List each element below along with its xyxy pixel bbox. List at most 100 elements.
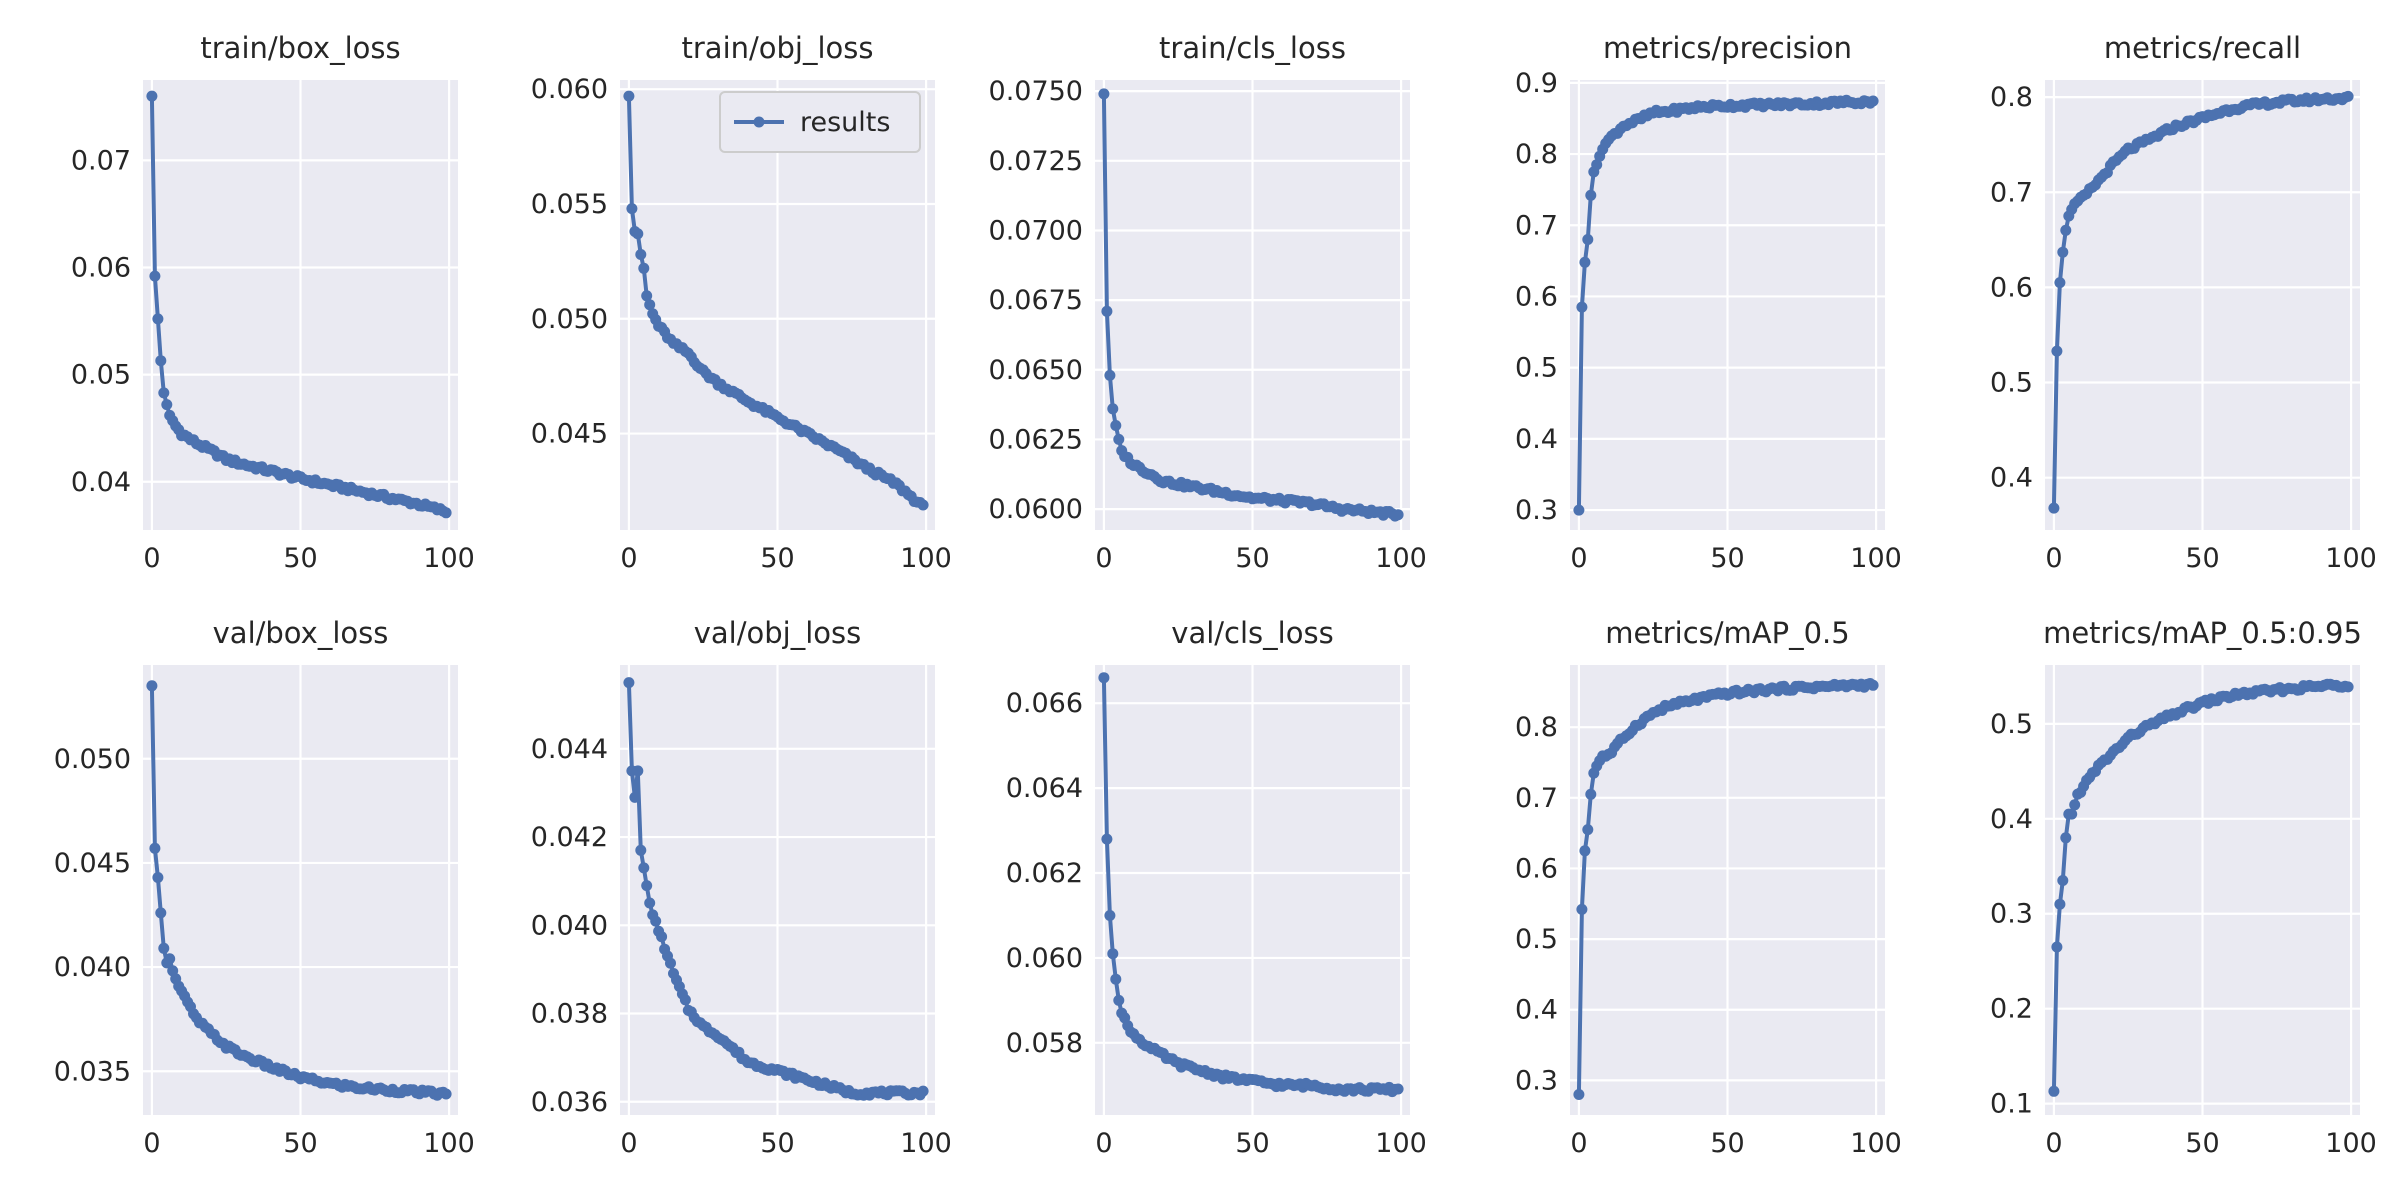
- y-tick-label: 0.6: [1515, 853, 1558, 884]
- chart-title: metrics/recall: [2104, 31, 2301, 65]
- data-point: [1110, 973, 1122, 985]
- x-tick-label: 50: [2185, 543, 2219, 574]
- data-point: [2066, 808, 2078, 820]
- data-point: [2057, 875, 2069, 886]
- y-tick-label: 0.4: [1515, 995, 1558, 1026]
- data-point: [1867, 95, 1879, 107]
- y-tick-label: 0.4: [1990, 463, 2033, 494]
- data-point: [149, 270, 161, 282]
- y-tick-label: 0.040: [54, 952, 131, 983]
- y-tick-label: 0.044: [531, 734, 608, 765]
- y-tick-label: 0.050: [54, 744, 131, 775]
- data-point: [2051, 345, 2063, 357]
- y-tick-label: 0.0625: [989, 424, 1083, 455]
- data-point: [650, 915, 662, 927]
- series-markers: [2048, 678, 2354, 1097]
- y-tick-label: 0.060: [1006, 943, 1083, 974]
- data-point: [440, 1088, 452, 1100]
- data-point: [626, 203, 638, 215]
- series-markers: [623, 90, 929, 511]
- data-point: [2054, 277, 2066, 289]
- subplot-10: metrics/mAP_0.5:0.95 0 50 100 0.1 0.2 0.3 0.4 0.…: [1990, 616, 2377, 1159]
- data-point: [1579, 256, 1591, 268]
- data-point: [164, 953, 176, 965]
- chart-title: train/box_loss: [200, 31, 400, 65]
- data-point: [1113, 433, 1125, 445]
- series-markers: [1573, 678, 1879, 1100]
- data-point: [679, 994, 691, 1006]
- y-tick-label: 0.035: [54, 1056, 131, 1087]
- y-tick-label: 0.0750: [989, 76, 1083, 107]
- y-tick-label: 0.3: [1990, 899, 2033, 930]
- y-tick-label: 0.064: [1006, 773, 1083, 804]
- x-tick-label: 0: [143, 543, 160, 574]
- data-point: [2060, 832, 2072, 844]
- chart-title: metrics/mAP_0.5:0.95: [2043, 616, 2362, 650]
- y-tick-label: 0.038: [531, 999, 608, 1030]
- chart-title: train/cls_loss: [1159, 31, 1346, 65]
- y-tick-label: 0.7: [1515, 783, 1558, 814]
- data-point: [635, 249, 647, 260]
- legend-marker: [753, 116, 765, 128]
- series-markers: [146, 680, 452, 1101]
- data-point: [161, 399, 173, 411]
- y-tick-label: 0.0600: [989, 494, 1083, 525]
- x-tick-label: 0: [620, 1128, 637, 1159]
- data-point: [1107, 403, 1119, 415]
- data-point: [2057, 246, 2069, 258]
- y-tick-label: 0.066: [1006, 688, 1083, 719]
- y-tick-label: 0.04: [71, 467, 131, 498]
- y-tick-label: 0.8: [1990, 82, 2033, 113]
- x-tick-label: 0: [1095, 1128, 1112, 1159]
- y-tick-label: 0.7: [1515, 210, 1558, 241]
- x-tick-label: 100: [1375, 543, 1427, 574]
- x-tick-label: 50: [2185, 1128, 2219, 1159]
- data-point: [2054, 898, 2066, 910]
- data-point: [146, 90, 158, 102]
- data-point: [2060, 224, 2072, 236]
- x-tick-label: 50: [1710, 543, 1744, 574]
- y-tick-label: 0.0650: [989, 355, 1083, 386]
- y-tick-label: 0.3: [1515, 495, 1558, 526]
- data-point: [1104, 910, 1116, 921]
- series-markers: [1098, 88, 1404, 522]
- x-tick-label: 0: [2045, 543, 2062, 574]
- data-point: [2048, 502, 2060, 514]
- data-point: [629, 791, 641, 803]
- chart-title: val/cls_loss: [1171, 616, 1333, 650]
- data-point: [635, 844, 647, 856]
- y-tick-label: 0.0675: [989, 285, 1083, 316]
- data-point: [632, 765, 644, 777]
- x-tick-label: 100: [423, 543, 475, 574]
- y-tick-label: 0.06: [71, 253, 131, 284]
- y-tick-label: 0.9: [1515, 68, 1558, 99]
- x-tick-label: 50: [760, 543, 794, 574]
- y-tick-label: 0.0700: [989, 215, 1083, 246]
- data-point: [1098, 88, 1110, 100]
- data-point: [1585, 189, 1597, 201]
- subplot-6: val/box_loss 0 50 100 0.035 0.040 0.045 0.050: [54, 616, 475, 1159]
- data-point: [149, 842, 161, 854]
- subplot-9: metrics/mAP_0.5 0 50 100 0.3 0.4 0.5 0.6 0.7 0.8: [1515, 616, 1902, 1159]
- subplot-1: train/box_loss 0 50 100 0.04 0.05 0.06 0.07: [71, 31, 475, 574]
- data-point: [917, 499, 929, 511]
- subplot-4: metrics/precision 0 50 100 0.3 0.4 0.5 0.6 0.7 0.…: [1515, 31, 1902, 574]
- y-tick-label: 0.1: [1990, 1089, 2033, 1120]
- y-tick-label: 0.045: [54, 848, 131, 879]
- data-point: [1392, 1083, 1404, 1095]
- data-point: [632, 228, 644, 240]
- y-tick-label: 0.050: [531, 304, 608, 335]
- data-point: [1113, 994, 1125, 1006]
- data-point: [1392, 509, 1404, 521]
- y-tick-label: 0.040: [531, 910, 608, 941]
- x-tick-label: 0: [1095, 543, 1112, 574]
- y-tick-label: 0.0725: [989, 146, 1083, 177]
- data-point: [623, 90, 635, 102]
- data-point: [1098, 672, 1110, 684]
- data-point: [638, 862, 650, 874]
- y-tick-label: 0.8: [1515, 712, 1558, 743]
- data-point: [1867, 679, 1879, 691]
- y-tick-label: 0.8: [1515, 139, 1558, 170]
- data-point: [644, 897, 656, 909]
